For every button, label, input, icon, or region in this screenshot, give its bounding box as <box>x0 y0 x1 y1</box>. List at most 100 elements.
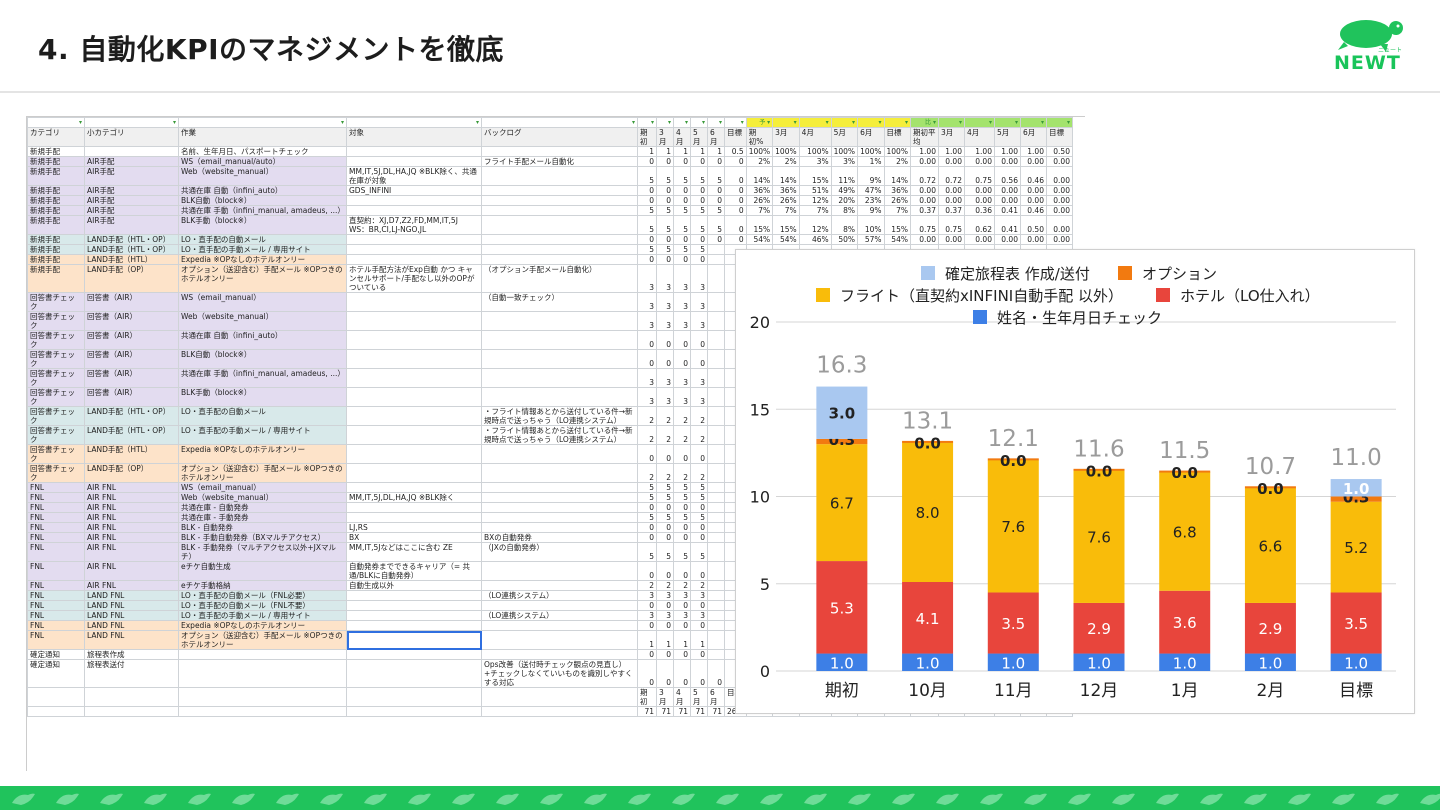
target-cell[interactable] <box>346 659 482 688</box>
count-cell[interactable]: 3 <box>673 590 691 601</box>
column-header[interactable]: 5月 <box>690 127 708 147</box>
task-cell[interactable]: WS（email_manual/auto） <box>178 156 347 167</box>
count-cell[interactable]: 5 <box>673 512 691 523</box>
count-cell[interactable]: 5 <box>690 492 708 503</box>
backlog-cell[interactable] <box>481 463 638 483</box>
count-cell[interactable]: 2 <box>656 463 674 483</box>
count-cell[interactable] <box>707 512 725 523</box>
task-cell[interactable]: オプション（送迎含む）手配メール ※OPつきのホテルオンリー <box>178 264 347 293</box>
count-cell[interactable]: 0 <box>656 185 674 196</box>
subcategory-cell[interactable]: LAND手配（HTL・OP） <box>84 244 179 255</box>
percent-cell[interactable]: 50% <box>830 234 859 245</box>
count-cell[interactable]: 3 <box>690 368 708 388</box>
backlog-cell[interactable] <box>481 630 638 650</box>
count-cell[interactable] <box>707 561 725 581</box>
task-cell[interactable]: オプション（送迎含む）手配メール ※OPつきのホテルオンリー <box>178 630 347 650</box>
subcategory-cell[interactable]: AIR FNL <box>84 542 179 562</box>
count-cell[interactable]: 0 <box>724 156 747 167</box>
count-cell[interactable]: 5 <box>637 482 657 493</box>
target-cell[interactable] <box>346 630 482 650</box>
backlog-cell[interactable]: （オプション手配メール自動化） <box>481 264 638 293</box>
percent-cell[interactable]: 15% <box>883 215 911 235</box>
backlog-cell[interactable] <box>481 254 638 265</box>
ratio-cell[interactable]: 0.50 <box>1045 146 1073 157</box>
column-header[interactable]: 小カテゴリ <box>84 127 179 147</box>
category-cell[interactable]: FNL <box>27 620 85 631</box>
count-cell[interactable]: 5 <box>673 244 691 255</box>
count-cell[interactable]: 0 <box>724 205 747 216</box>
count-cell[interactable]: 3 <box>656 590 674 601</box>
target-cell[interactable]: MM,IT,5J,DL,HA,JQ ※BLK除く <box>346 492 482 503</box>
column-header[interactable]: 4月 <box>963 127 995 147</box>
ratio-cell[interactable]: 0.36 <box>963 205 995 216</box>
count-cell[interactable] <box>707 406 725 426</box>
count-cell[interactable]: 0 <box>673 195 691 206</box>
backlog-cell[interactable]: （自動一致チェック） <box>481 292 638 312</box>
percent-cell[interactable]: 7% <box>883 205 911 216</box>
ratio-cell[interactable]: 0.00 <box>909 195 939 206</box>
ratio-cell[interactable]: 0.72 <box>909 166 939 186</box>
ratio-cell[interactable]: 0.00 <box>937 195 965 206</box>
count-cell[interactable]: 0 <box>690 561 708 581</box>
count-cell[interactable]: 3 <box>637 368 657 388</box>
percent-cell[interactable]: 26% <box>883 195 911 206</box>
count-cell[interactable]: 0 <box>637 444 657 464</box>
subcategory-cell[interactable]: AIR FNL <box>84 532 179 543</box>
column-header[interactable]: 5月 <box>830 127 859 147</box>
ratio-cell[interactable]: 0.41 <box>993 205 1021 216</box>
count-cell[interactable]: 5 <box>673 482 691 493</box>
subcategory-cell[interactable]: LAND手配（OP） <box>84 463 179 483</box>
percent-cell[interactable]: 2% <box>772 156 800 167</box>
category-cell[interactable]: 新規手配 <box>27 254 85 265</box>
backlog-cell[interactable] <box>481 244 638 255</box>
target-cell[interactable] <box>346 368 482 388</box>
count-cell[interactable]: 5 <box>690 512 708 523</box>
count-cell[interactable]: 2 <box>690 463 708 483</box>
empty-cell[interactable] <box>178 706 347 717</box>
category-cell[interactable]: 回答書チェック <box>27 330 85 350</box>
count-cell[interactable]: 1 <box>637 146 657 157</box>
count-cell[interactable]: 0 <box>656 600 674 611</box>
target-cell[interactable]: ホテル手配方法がExp自動 かつ キャンセルサポート/手配なし以外のOPがついて… <box>346 264 482 293</box>
percent-cell[interactable]: 100% <box>798 146 832 157</box>
target-cell[interactable] <box>346 292 482 312</box>
count-cell[interactable]: 0 <box>637 185 657 196</box>
percent-cell[interactable]: 36% <box>883 185 911 196</box>
summary-label[interactable]: 期初 <box>637 687 657 707</box>
subcategory-cell[interactable]: LAND手配（OP） <box>84 264 179 293</box>
count-cell[interactable]: 0 <box>673 234 691 245</box>
task-cell[interactable]: BLK自動（block※） <box>178 349 347 369</box>
count-cell[interactable]: 0 <box>637 532 657 543</box>
ratio-cell[interactable]: 0.00 <box>963 156 995 167</box>
filter-cell[interactable]: ▾ <box>178 117 347 128</box>
count-cell[interactable]: 0 <box>690 195 708 206</box>
category-cell[interactable]: 回答書チェック <box>27 425 85 445</box>
target-cell[interactable]: MM,IT,5Jなどはここに含む ZE <box>346 542 482 562</box>
target-cell[interactable] <box>346 444 482 464</box>
count-cell[interactable]: 0 <box>656 156 674 167</box>
subcategory-cell[interactable]: AIR FNL <box>84 482 179 493</box>
count-cell[interactable]: 0 <box>656 620 674 631</box>
category-cell[interactable]: 新規手配 <box>27 244 85 255</box>
count-cell[interactable]: 0 <box>673 522 691 533</box>
target-cell[interactable] <box>346 512 482 523</box>
target-cell[interactable] <box>346 502 482 513</box>
category-cell[interactable]: 回答書チェック <box>27 292 85 312</box>
count-cell[interactable]: 3 <box>673 610 691 621</box>
target-cell[interactable] <box>346 600 482 611</box>
category-cell[interactable]: 回答書チェック <box>27 406 85 426</box>
target-cell[interactable] <box>346 610 482 621</box>
subcategory-cell[interactable]: 旅程表作成 <box>84 649 179 660</box>
target-cell[interactable]: 自動発券までできるキャリア（= 共通/BLKに自動発券） <box>346 561 482 581</box>
count-cell[interactable]: 0 <box>637 254 657 265</box>
count-cell[interactable]: 0 <box>724 185 747 196</box>
target-cell[interactable] <box>346 406 482 426</box>
empty-cell[interactable] <box>346 687 482 707</box>
backlog-cell[interactable]: BXの自動発券 <box>481 532 638 543</box>
subcategory-cell[interactable]: LAND手配（HTL・OP） <box>84 425 179 445</box>
count-cell[interactable]: 0 <box>707 156 725 167</box>
category-cell[interactable]: 確定通知 <box>27 659 85 688</box>
subcategory-cell[interactable]: LAND FNL <box>84 600 179 611</box>
task-cell[interactable]: Expedia ※OPなしのホテルオンリー <box>178 620 347 631</box>
count-cell[interactable]: 0 <box>690 234 708 245</box>
